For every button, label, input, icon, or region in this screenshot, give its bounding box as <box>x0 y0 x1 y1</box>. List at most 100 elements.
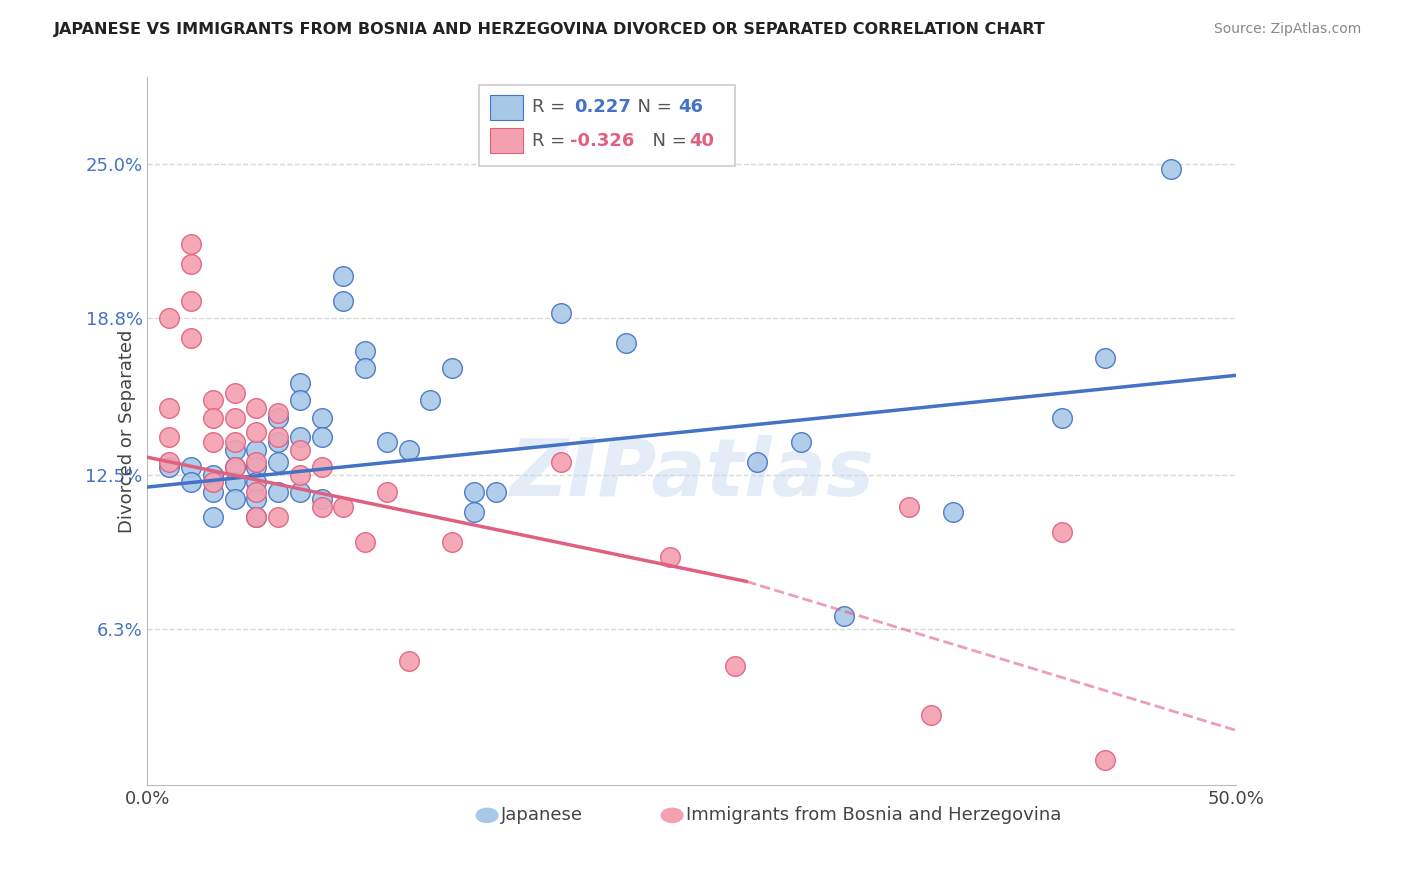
Point <box>745 455 768 469</box>
Point <box>201 435 224 450</box>
Point <box>288 393 311 408</box>
Point <box>550 455 572 469</box>
Point <box>157 430 180 444</box>
Point <box>354 534 377 549</box>
Text: Japanese: Japanese <box>501 806 583 824</box>
Point <box>180 236 202 251</box>
Text: 40: 40 <box>689 132 714 150</box>
Point <box>245 460 267 475</box>
Point <box>375 485 398 500</box>
Point <box>245 475 267 489</box>
Point <box>398 442 420 457</box>
Point <box>354 360 377 375</box>
Point <box>201 475 224 489</box>
Point <box>375 435 398 450</box>
Point <box>332 500 354 514</box>
Point <box>157 455 180 469</box>
Point <box>724 658 747 673</box>
Point <box>288 467 311 482</box>
Point <box>288 442 311 457</box>
Point <box>441 360 464 375</box>
FancyBboxPatch shape <box>491 95 523 120</box>
Point <box>920 708 942 723</box>
Point <box>245 401 267 415</box>
Point <box>311 492 333 507</box>
Point <box>157 401 180 415</box>
Point <box>224 435 246 450</box>
Point <box>245 509 267 524</box>
Point <box>180 331 202 345</box>
Point <box>180 460 202 475</box>
Point <box>288 376 311 390</box>
Point <box>267 509 290 524</box>
Point <box>898 500 921 514</box>
Point <box>441 534 464 549</box>
Point <box>1050 524 1073 539</box>
Text: R =: R = <box>531 98 571 116</box>
Point <box>267 430 290 444</box>
Text: Source: ZipAtlas.com: Source: ZipAtlas.com <box>1213 22 1361 37</box>
Point <box>224 460 246 475</box>
Text: JAPANESE VS IMMIGRANTS FROM BOSNIA AND HERZEGOVINA DIVORCED OR SEPARATED CORRELA: JAPANESE VS IMMIGRANTS FROM BOSNIA AND H… <box>53 22 1045 37</box>
Point <box>267 485 290 500</box>
Point <box>1050 410 1073 425</box>
Point <box>942 505 965 519</box>
Point <box>201 467 224 482</box>
Point <box>180 257 202 271</box>
Point <box>332 268 354 283</box>
Point <box>288 430 311 444</box>
Point <box>267 410 290 425</box>
Point <box>789 435 811 450</box>
Text: N =: N = <box>641 132 692 150</box>
Point <box>419 393 441 408</box>
Point <box>311 410 333 425</box>
Point <box>180 475 202 489</box>
Point <box>245 455 267 469</box>
Point <box>201 410 224 425</box>
Point <box>267 406 290 420</box>
Text: N =: N = <box>627 98 678 116</box>
FancyBboxPatch shape <box>479 85 735 166</box>
Point <box>245 492 267 507</box>
Point <box>157 311 180 326</box>
Point <box>245 485 267 500</box>
Point <box>1094 753 1116 767</box>
Point <box>267 455 290 469</box>
Point <box>224 460 246 475</box>
Point <box>201 393 224 408</box>
Point <box>485 485 508 500</box>
Point <box>658 549 681 564</box>
Point <box>332 293 354 308</box>
Text: 0.227: 0.227 <box>574 98 631 116</box>
Point <box>157 460 180 475</box>
Point <box>354 343 377 358</box>
Point <box>398 654 420 668</box>
Point <box>463 505 485 519</box>
Point <box>224 475 246 489</box>
Point <box>311 460 333 475</box>
Point <box>224 385 246 400</box>
Point <box>224 492 246 507</box>
Point <box>180 293 202 308</box>
Point <box>311 430 333 444</box>
Circle shape <box>661 808 683 822</box>
Point <box>267 435 290 450</box>
Point <box>550 306 572 320</box>
Text: Immigrants from Bosnia and Herzegovina: Immigrants from Bosnia and Herzegovina <box>686 806 1062 824</box>
Text: 46: 46 <box>679 98 703 116</box>
Point <box>311 500 333 514</box>
Point <box>245 425 267 440</box>
Y-axis label: Divorced or Separated: Divorced or Separated <box>118 329 136 533</box>
Point <box>288 485 311 500</box>
Point <box>245 509 267 524</box>
Point <box>201 509 224 524</box>
Point <box>224 442 246 457</box>
Point <box>1094 351 1116 365</box>
Text: R =: R = <box>531 132 571 150</box>
Text: -0.326: -0.326 <box>569 132 634 150</box>
Point <box>832 609 855 624</box>
Point <box>463 485 485 500</box>
Point <box>1160 162 1182 177</box>
Point <box>616 336 638 351</box>
Point <box>201 485 224 500</box>
